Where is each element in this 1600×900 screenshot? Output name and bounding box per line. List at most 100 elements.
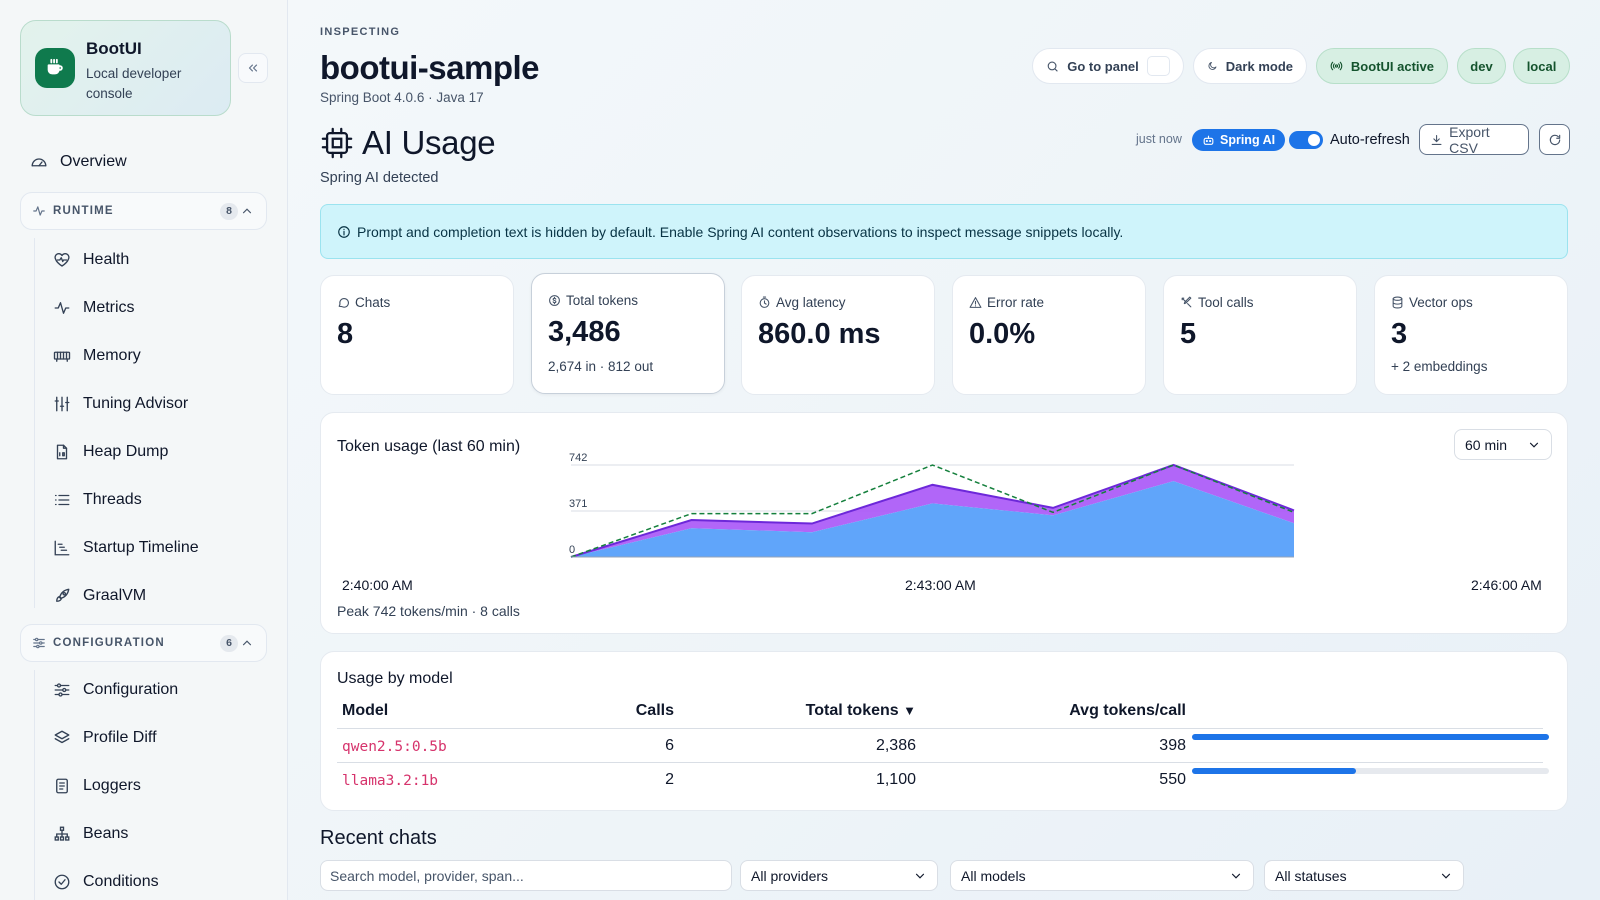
select-value: 60 min [1465,436,1508,453]
dark-mode-button[interactable]: Dark mode [1193,48,1307,84]
search-input[interactable] [320,860,732,891]
series-line-stacked [570,463,1295,558]
export-csv-button[interactable]: Export CSV [1419,124,1529,156]
nav-item-memory[interactable]: Memory [53,344,141,368]
status-badge: BootUI active [1316,48,1448,84]
nav-item-threads[interactable]: Threads [53,488,142,512]
stat-label-text: Chats [355,295,391,310]
file-binary-icon [56,444,68,460]
stat-label: Avg latency [758,295,846,310]
stat-label-text: Error rate [987,295,1045,310]
column-header-model[interactable]: Model [342,702,389,719]
nav-item-label: Conditions [83,873,159,890]
x-axis-label: 2:43:00 AM [905,577,976,593]
page-subtitle: Spring AI detected [320,170,439,186]
stat-label: Tool calls [1180,295,1254,310]
tokens-value: 1,100 [875,771,916,788]
nav-group-count: 8 [220,203,238,220]
column-header-calls[interactable]: Calls [635,702,674,719]
nav-item-startup-timeline[interactable]: Startup Timeline [53,536,199,560]
nav-item-profile-diff[interactable]: Profile Diff [53,726,157,750]
nav-item-label: Overview [60,153,127,170]
sidebar: BootUI Local developer console Overview … [0,0,288,900]
nav-item-graalvm[interactable]: GraalVM [53,584,146,608]
coin-icon [549,295,560,306]
model-name: llama3.2:1b [342,773,439,789]
nav-item-tuning-advisor[interactable]: Tuning Advisor [53,392,188,416]
usage-by-model-card: Usage by model Model Calls Total tokens … [320,651,1568,811]
nav-item-conditions[interactable]: Conditions [53,870,159,894]
nav-item-configuration[interactable]: Configuration [53,678,178,702]
usage-share-bar [1192,734,1549,740]
go-to-panel-label: Go to panel [1067,58,1139,74]
x-axis-label: 2:46:00 AM [1471,577,1542,593]
nav-group-runtime[interactable]: RUNTIME 8 [20,192,267,230]
column-header-avg-tokens[interactable]: Avg tokens/call [1069,702,1186,719]
status-filter-select[interactable]: All statuses [1264,860,1464,891]
message-icon [338,298,349,308]
nav-item-beans[interactable]: Beans [53,822,128,846]
nav-item-label: Threads [83,491,142,508]
stat-value: 860.0 ms [758,318,881,350]
nav-item-label: Loggers [83,777,141,794]
download-icon [1431,134,1442,145]
stat-sub: 2,674 in · 812 out [548,359,654,374]
stat-label: Total tokens [548,293,638,308]
select-value: All providers [751,867,829,884]
tokens-value: 2,386 [875,737,916,754]
column-header-total-tokens[interactable]: Total tokens ▼ [786,702,916,720]
series-area-input [571,481,1294,557]
chevron-down-icon [915,873,925,879]
chevron-up-icon [242,208,252,214]
collapse-sidebar-button[interactable] [238,53,268,83]
nav-group-configuration[interactable]: CONFIGURATION 6 [20,624,267,662]
select-value: All models [961,867,1026,884]
avg-tokens-value: 398 [1159,737,1186,754]
list-icon [54,494,70,506]
y-tick-label: 0 [569,544,575,556]
chevrons-left-icon [248,64,258,72]
brand-name: BootUI [86,39,142,58]
notebook-icon [56,778,68,794]
broadcast-icon [1330,61,1343,71]
memory-chip-icon [53,351,71,362]
usage-share-bar [1192,768,1549,774]
model-filter-select[interactable]: All models [950,860,1254,891]
x-axis-label: 2:40:00 AM [342,577,413,593]
table-divider [337,728,1543,729]
nav-item-label: Beans [83,825,129,842]
nav-list-configuration: Configuration Profile Diff Loggers Beans… [34,670,274,900]
column-header-label: Total tokens [805,702,899,719]
page-title: AI Usage [320,124,496,162]
nav-item-metrics[interactable]: Metrics [53,296,135,320]
stat-value: 3,486 [548,316,621,348]
brand-subtitle: Local developer console [86,66,182,101]
y-tick-label: 371 [569,498,587,510]
check-circle-icon [54,874,70,890]
usage-share-fill [1192,734,1549,740]
cpu-chip-icon [321,127,353,159]
chart-title: Token usage (last 60 min) [337,438,521,455]
go-to-panel-button[interactable]: Go to panel [1032,48,1184,84]
recent-chats-title: Recent chats [320,827,437,849]
time-range-select[interactable]: 60 min [1454,429,1552,460]
chevron-down-icon [1529,442,1539,448]
provider-filter-select[interactable]: All providers [740,860,938,891]
token-usage-card: Token usage (last 60 min) 60 min 0 371 742… [320,412,1568,634]
dark-mode-label: Dark mode [1225,58,1293,74]
auto-refresh-toggle[interactable] [1289,131,1323,149]
page-title-text: AI Usage [362,124,496,161]
coffee-cup-icon [35,48,75,88]
brand-card[interactable]: BootUI Local developer console [20,20,231,116]
nav-item-heap-dump[interactable]: Heap Dump [53,440,168,464]
database-icon [1392,296,1403,309]
nav-item-health[interactable]: Health [53,248,129,272]
nav-item-loggers[interactable]: Loggers [53,774,141,798]
sort-desc-icon: ▼ [903,703,916,718]
layers-icon [54,730,70,744]
refresh-button[interactable] [1539,124,1570,155]
stat-value: 8 [337,318,354,350]
stat-card-total-tokens: Total tokens 3,486 2,674 in · 812 out [531,273,725,394]
app-meta: Spring Boot 4.0.6 · Java 17 [320,90,484,105]
nav-item-overview[interactable]: Overview [30,150,127,174]
